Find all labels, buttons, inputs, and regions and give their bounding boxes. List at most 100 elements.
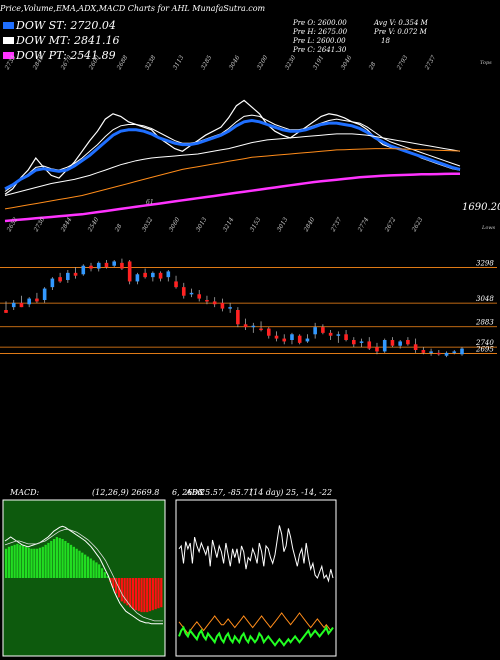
candle-body-54 [421,350,426,353]
candle-body-51 [398,341,402,346]
macd-hist-bar-55 [160,578,163,608]
level-label-1: 3048 [476,295,494,303]
candle-body-29 [228,307,232,309]
macd-hist-bar-1 [7,546,11,578]
tops-label: Tops [480,60,492,66]
macd-hist-bar-41 [120,578,123,602]
candle-body-59 [460,348,464,355]
candle-body-38 [297,335,302,343]
candle-body-0 [4,310,8,313]
candle-body-16 [127,261,132,282]
top-label-11: 3191 [312,54,326,71]
candle-body-31 [243,324,248,328]
candle-body-12 [96,262,101,269]
low-label-0: 2652 [5,216,19,234]
macd-hist-bar-15 [47,542,50,578]
dow-mt-text: DOW MT: 2841.16 [16,34,120,47]
low-label-10: 3013 [276,216,290,233]
macd-hist-bar-12 [38,547,42,578]
macd-hist-bar-39 [115,578,118,594]
macd-hist-bar-25 [75,548,78,578]
low-label-7: 3013 [195,216,209,233]
macd-hist-bar-29 [86,556,90,578]
candle-body-25 [197,294,202,299]
macd-hist-bar-49 [143,578,146,613]
candle-body-40 [313,327,317,335]
candle-body-18 [143,272,147,278]
candle-body-10 [81,265,86,275]
candle-body-44 [344,334,348,340]
macd-hist-bar-19 [58,538,61,578]
candle-body-55 [429,351,433,353]
candle-body-45 [351,340,356,345]
top-label-10: 3230 [284,54,298,71]
last-value-label: 1690.20 [462,202,500,213]
macd-hist-bar-7 [24,546,28,578]
ema-series-5 [4,172,461,223]
macd-hist-bar-38 [112,578,115,588]
ema-series-3 [4,133,461,196]
low-label-5: 3032 [141,216,155,233]
candle-body-8 [66,272,70,280]
macd-hist-bar-50 [146,578,149,613]
macd-hist-bar-37 [109,578,112,582]
dow-st-swatch [3,22,14,29]
adx-extra: (14 day) 25, -14, -22 [250,488,333,497]
macd-hist-bar-54 [157,578,160,609]
candle-body-42 [328,332,333,336]
low-label-14: 2672 [383,216,397,234]
candle-body-7 [58,277,62,282]
level-label-2: 2883 [475,319,494,327]
macd-signal-line [4,528,163,622]
macd-hist-bar-42 [123,578,126,604]
low-label-13: 2774 [356,216,370,234]
macd-hist-bar-36 [106,576,109,578]
top-label-0: 2735 [3,54,17,72]
candle-body-26 [205,300,209,302]
candle-body-23 [181,287,186,296]
macd-hist-bar-13 [41,546,44,578]
macd-hist-bar-33 [98,564,101,578]
candle-body-50 [390,340,395,346]
macd-hist-bar-26 [78,550,81,578]
candle-body-34 [266,328,271,336]
candle-body-27 [212,301,217,305]
macd-hist-bar-31 [92,560,95,578]
macd-hist-bar-20 [61,539,64,578]
low-label-9: 3153 [249,216,263,233]
dow-st-label: DOW ST: 2720.04 [3,19,116,32]
macd-hist-bar-8 [27,547,30,578]
macd-hist-bar-45 [131,578,135,610]
top-label-5: 3238 [144,54,158,71]
macd-hist-bar-27 [81,552,84,578]
dow-mt-label: DOW MT: 2841.16 [3,34,120,47]
macd-hist-bar-51 [148,578,152,612]
candle-body-47 [367,341,372,349]
ema-series-0 [4,99,461,195]
candle-body-43 [336,334,341,336]
adx-di-plus-line [178,525,334,583]
dow-pt-label: DOW PT: 2541.89 [3,49,116,62]
macd-hist-bar-10 [33,548,36,578]
candle-body-46 [359,341,364,343]
low-label-3: 2540 [86,216,100,234]
low-label-11: 2840 [302,216,316,234]
candle-body-5 [42,288,47,300]
level-label-3: 2740 [475,339,494,347]
dow-mt-swatch [3,37,14,44]
candle-body-32 [251,325,256,328]
top-label-1: 2849 [31,54,45,72]
macd-hist-bar-16 [50,540,53,578]
macd-hist-bar-18 [55,537,59,578]
macd-hist-bar-47 [137,578,140,612]
prev-close: Pre C: 2641.30 [293,46,347,54]
candle-body-57 [444,352,449,356]
macd-hist-bar-4 [16,543,19,578]
macd-hist-bar-2 [10,545,13,578]
ema-series-2 [4,118,461,191]
macd-hist-bar-0 [5,548,8,578]
macd-extra: 6, 2686 [172,488,203,497]
dow-st-text: DOW ST: 2720.04 [16,19,116,32]
candle-body-11 [89,265,93,269]
